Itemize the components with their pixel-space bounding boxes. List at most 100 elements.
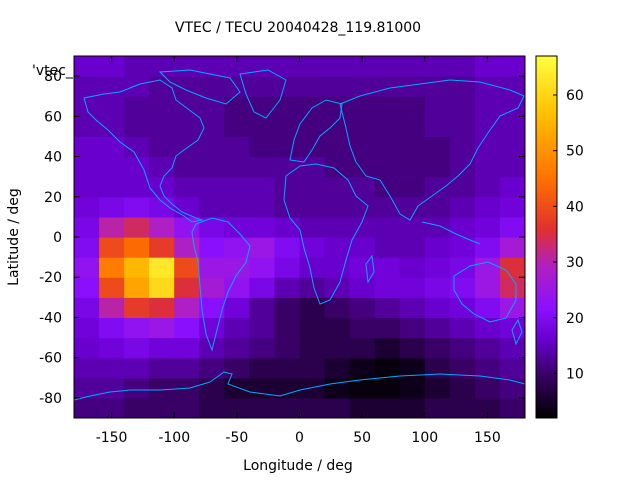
heatmap-cell [424, 116, 451, 137]
heatmap-cell [499, 317, 525, 339]
colorbar [535, 55, 558, 419]
heatmap-cell [99, 116, 125, 137]
heatmap-cell [424, 56, 451, 77]
heatmap-cell [199, 257, 225, 278]
heatmap-cell [149, 297, 175, 318]
heatmap-cell [99, 357, 125, 379]
colorbar-tick-label: 10 [566, 366, 584, 382]
y-tick-label: 60 [44, 109, 62, 125]
coastline-south-america [191, 217, 251, 352]
heatmap-cell [324, 397, 351, 418]
heatmap-cell [99, 377, 125, 399]
heatmap-cell [274, 136, 301, 158]
heatmap-cell [124, 397, 150, 418]
heatmap-cell [449, 136, 476, 158]
heatmap-cell [249, 96, 276, 117]
heatmap-cell [324, 297, 351, 318]
heatmap-cell [299, 277, 326, 298]
heatmap-cell [374, 297, 401, 318]
heatmap-cell [274, 337, 301, 359]
heatmap-cell [499, 136, 525, 158]
heatmap-cell [174, 317, 200, 339]
heatmap-cell [449, 176, 476, 198]
heatmap-cell [99, 136, 125, 158]
heatmap-cell [199, 357, 225, 379]
heatmap-cell [99, 216, 125, 238]
heatmap-cell [474, 156, 501, 178]
heatmap-cell [424, 317, 451, 339]
heatmap-cell [499, 196, 525, 218]
x-tick-label: -150 [96, 430, 128, 446]
heatmap-cell [124, 337, 150, 359]
heatmap-cell [274, 357, 301, 379]
x-tick-label: 100 [411, 430, 438, 446]
heatmap-cell [224, 176, 250, 198]
heatmap-cell [399, 237, 426, 258]
heatmap-cell [124, 357, 150, 379]
y-axis-label: Latitude / deg [6, 188, 22, 286]
x-tick-label: -100 [158, 430, 190, 446]
heatmap-cell [99, 196, 125, 218]
heatmap-cell [499, 237, 525, 258]
y-tick-label: -20 [39, 270, 62, 286]
heatmap-cell [474, 216, 501, 238]
heatmap-cell [349, 257, 376, 278]
heatmap-cell [124, 216, 150, 238]
heatmap-cell [99, 156, 125, 178]
heatmap-cell [249, 136, 276, 158]
heatmap-cell [99, 297, 125, 318]
chart-title: VTEC / TECU 20040428_119.81000 [175, 20, 421, 36]
heatmap-cell [424, 136, 451, 158]
heatmap-cell [374, 56, 401, 77]
heatmap-cell [299, 357, 326, 379]
heatmap-cell [124, 377, 150, 399]
heatmap-cell [124, 156, 150, 178]
heatmap-cell [149, 136, 175, 158]
heatmap-cell [299, 397, 326, 418]
heatmap-cell [249, 277, 276, 298]
heatmap-cell [199, 176, 225, 198]
heatmap-cell [349, 317, 376, 339]
heatmap-cell [299, 196, 326, 218]
heatmap-cell [299, 377, 326, 399]
heatmap-cell [274, 257, 301, 278]
heatmap-cell [274, 216, 301, 238]
heatmap-cell [374, 237, 401, 258]
heatmap-cell [499, 56, 525, 77]
heatmap-cell [249, 56, 276, 77]
heatmap-cell [449, 377, 476, 399]
heatmap-cell [474, 116, 501, 137]
heatmap-cell [299, 297, 326, 318]
heatmap-cell [174, 297, 200, 318]
heatmap-cell [74, 176, 100, 198]
heatmap-cell [374, 377, 401, 399]
heatmap-cell [499, 377, 525, 399]
heatmap-cell [399, 176, 426, 198]
y-tick-label: -80 [39, 391, 62, 407]
heatmap-cell [474, 297, 501, 318]
heatmap-cell [274, 96, 301, 117]
heatmap-cell [449, 56, 476, 77]
heatmap-cell [149, 397, 175, 418]
heatmap-cell [324, 156, 351, 178]
heatmap-cell [449, 196, 476, 218]
heatmap-cell [399, 337, 426, 359]
heatmap-cell [149, 76, 175, 97]
heatmap-cell [499, 216, 525, 238]
heatmap-cell [124, 237, 150, 258]
heatmap-cell [124, 317, 150, 339]
heatmap-cell [299, 176, 326, 198]
heatmap-cell [449, 76, 476, 97]
heatmap-cell [499, 337, 525, 359]
heatmap-cell [224, 377, 250, 399]
heatmap-cell [274, 297, 301, 318]
heatmap-cell [124, 196, 150, 218]
heatmap-cell [149, 337, 175, 359]
heatmap-cell [424, 76, 451, 97]
heatmap-cell [199, 277, 225, 298]
heatmap-cell [399, 357, 426, 379]
heatmap-cell [499, 297, 525, 318]
heatmap-cell [224, 156, 250, 178]
heatmap-cell [449, 156, 476, 178]
heatmap-cell [249, 156, 276, 178]
